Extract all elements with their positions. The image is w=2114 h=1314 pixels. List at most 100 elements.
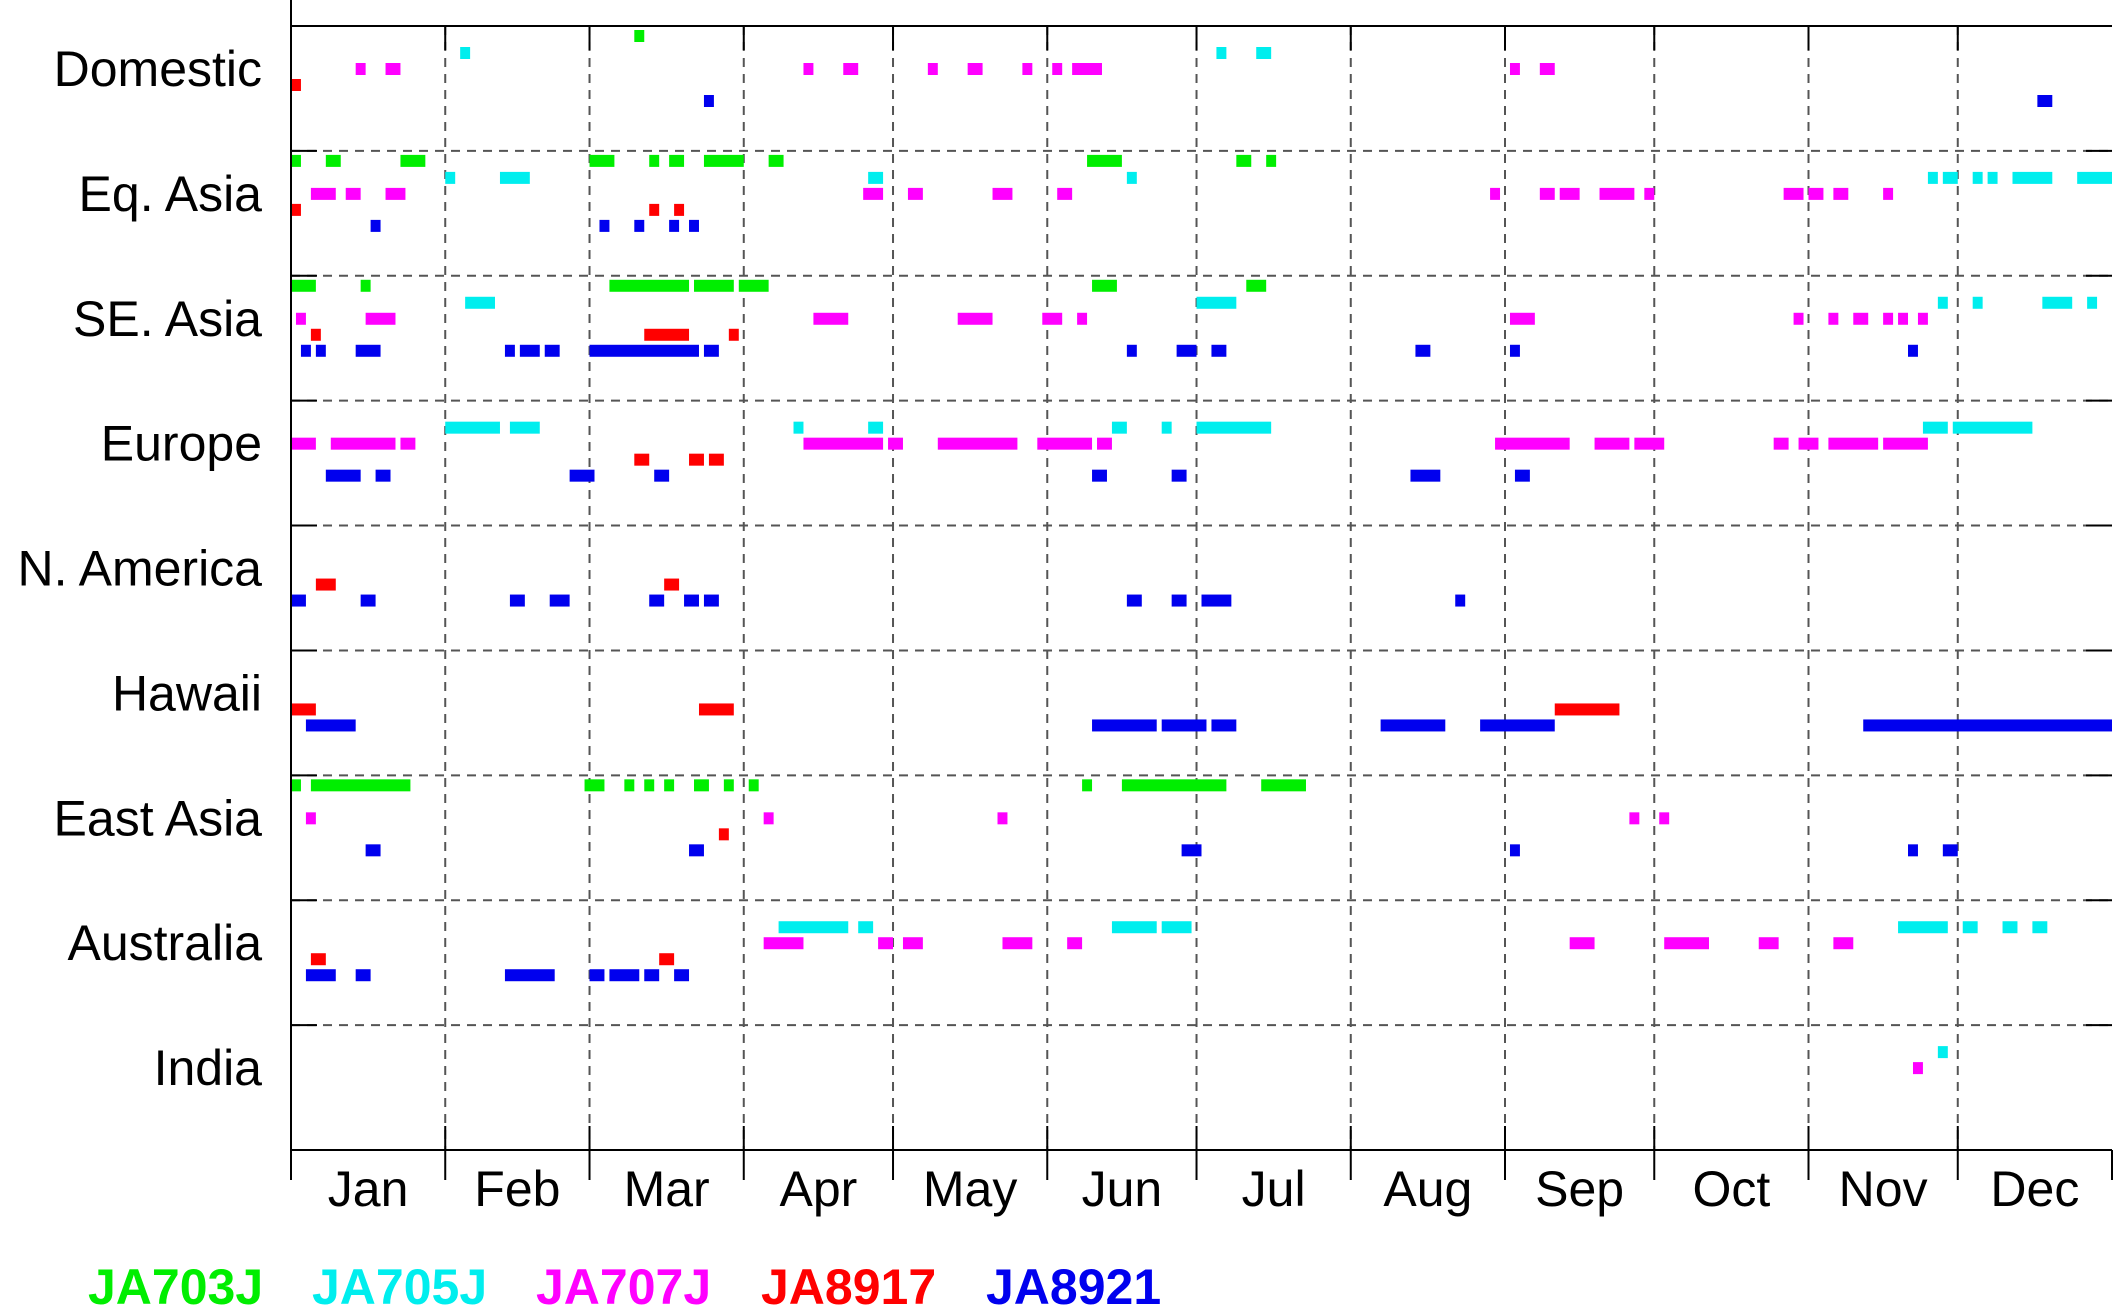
segment-ja8921 [1380, 719, 1446, 732]
segment-ja707j [888, 437, 903, 450]
segment-ja8921 [305, 719, 356, 732]
segment-ja707j [1569, 937, 1595, 950]
segment-ja8921 [1908, 344, 1918, 357]
segment-ja8921 [355, 344, 381, 357]
month-label: Aug [1383, 1161, 1472, 1217]
segment-ja705j [2087, 296, 2098, 309]
region-label: SE. Asia [73, 291, 262, 347]
segment-ja8921 [589, 344, 699, 357]
segment-ja705j [1126, 171, 1137, 184]
segment-ja707j [1097, 437, 1112, 450]
segment-ja707j [1828, 437, 1879, 450]
segment-ja705j [868, 171, 884, 184]
segment-ja8921 [1509, 344, 1520, 357]
segment-ja8921 [1126, 594, 1142, 607]
segment-ja705j [445, 171, 456, 184]
segment-ja703j [584, 779, 605, 792]
segment-ja8921 [1211, 344, 1227, 357]
segment-ja705j [1937, 1046, 1948, 1059]
legend-entry-ja705j: JA705J [312, 1259, 487, 1309]
segment-ja707j [330, 437, 396, 450]
segment-ja8917 [310, 953, 326, 966]
segment-ja8921 [1211, 719, 1237, 732]
segment-ja8917 [664, 578, 680, 591]
segment-ja8921 [703, 95, 714, 107]
segment-ja8921 [649, 594, 665, 607]
segment-ja8921 [1176, 344, 1197, 357]
segment-ja8917 [644, 328, 690, 341]
segment-ja707j [385, 187, 406, 200]
segment-ja8921 [1863, 719, 2112, 732]
segment-ja707j [1057, 187, 1073, 200]
segment-ja707j [992, 187, 1013, 200]
segments-layer [291, 30, 2112, 1075]
segment-ja703j [634, 30, 645, 42]
segment-ja703j [624, 779, 635, 792]
region-label: Europe [101, 416, 262, 472]
segment-ja8921 [1455, 594, 1466, 607]
segment-ja8921 [305, 969, 336, 982]
segment-ja707j [1052, 63, 1063, 75]
segment-ja705j [2012, 171, 2053, 184]
segment-ja705j [1111, 421, 1127, 434]
segment-ja8921 [1201, 594, 1232, 607]
month-label: Jul [1242, 1161, 1306, 1217]
segment-ja707j [310, 187, 336, 200]
segment-ja703j [694, 279, 734, 292]
segment-ja8917 [291, 203, 301, 216]
segment-ja703j [325, 154, 341, 167]
segment-ja8921 [1161, 719, 1207, 732]
segment-ja707j [927, 63, 938, 75]
month-label: Sep [1535, 1161, 1624, 1217]
segment-ja707j [957, 312, 993, 325]
segment-ja703j [291, 279, 316, 292]
segment-ja8921 [654, 469, 670, 482]
segment-ja703j [1087, 154, 1122, 167]
region-label: India [154, 1040, 263, 1096]
segment-ja707j [878, 937, 894, 950]
segment-ja8917 [1554, 703, 1620, 716]
month-label: Oct [1692, 1161, 1770, 1217]
segment-ja8917 [689, 453, 704, 466]
segment-ja705j [1962, 921, 1978, 934]
segment-ja707j [1539, 63, 1555, 75]
segment-ja707j [843, 63, 859, 75]
segment-ja8917 [291, 79, 301, 91]
segment-ja8917 [649, 203, 660, 216]
segment-ja8921 [2037, 95, 2053, 107]
segment-ja8921 [1171, 469, 1187, 482]
segment-ja707j [902, 937, 923, 950]
segment-ja705j [778, 921, 849, 934]
segment-ja707j [305, 812, 316, 825]
segment-ja8917 [315, 578, 336, 591]
segment-ja707j [1798, 437, 1819, 450]
segment-ja8921 [599, 219, 610, 232]
segment-ja707j [1898, 312, 1909, 325]
segment-ja8921 [291, 594, 306, 607]
segment-ja705j [793, 421, 804, 434]
segment-ja703j [1092, 279, 1117, 292]
segment-ja703j [748, 779, 759, 792]
segment-ja705j [2002, 921, 2018, 934]
segment-ja8917 [708, 453, 724, 466]
segment-ja8917 [310, 328, 321, 341]
segment-ja705j [1972, 171, 1983, 184]
segment-ja8921 [504, 969, 555, 982]
segment-ja707j [1002, 937, 1033, 950]
segment-ja707j [1912, 1062, 1923, 1075]
segment-ja703j [644, 779, 655, 792]
segment-ja707j [1659, 812, 1670, 825]
segment-ja8921 [504, 344, 515, 357]
segment-ja8921 [1181, 844, 1202, 857]
region-label: N. America [17, 541, 262, 597]
segment-ja8921 [360, 594, 376, 607]
segment-ja703j [664, 779, 675, 792]
segment-ja8921 [689, 219, 699, 232]
segment-ja707j [1495, 437, 1570, 450]
segment-ja8921 [703, 594, 719, 607]
month-label: Dec [1990, 1161, 2079, 1217]
segment-ja707j [863, 187, 884, 200]
segment-ja705j [1898, 921, 1948, 934]
segment-ja703j [291, 154, 301, 167]
